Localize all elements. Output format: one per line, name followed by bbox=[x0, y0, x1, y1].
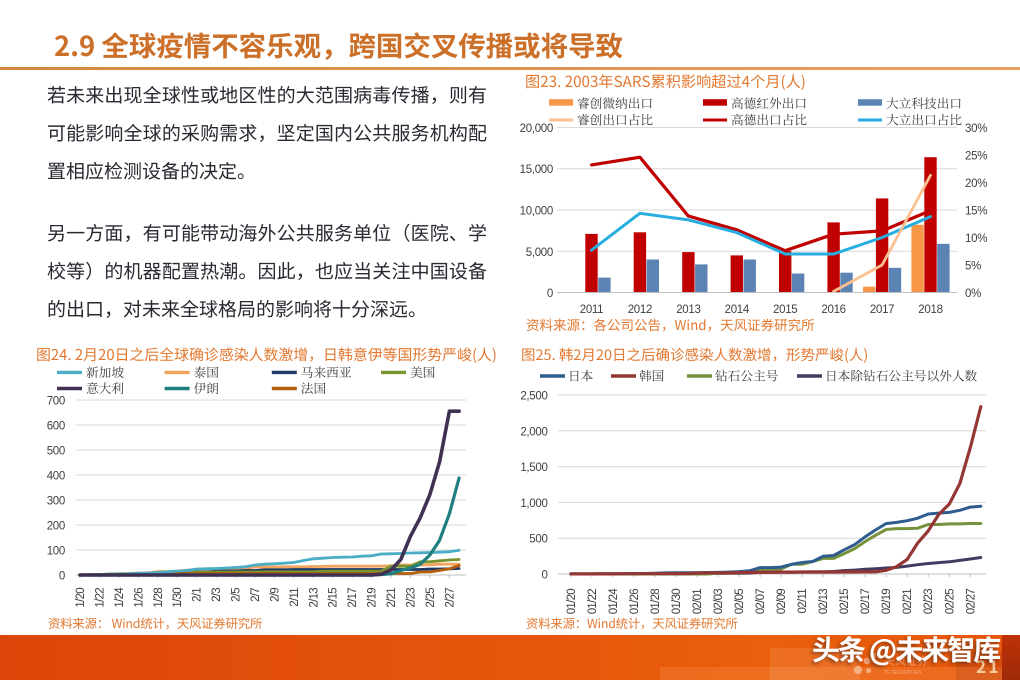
svg-text:0: 0 bbox=[547, 288, 553, 300]
svg-text:0: 0 bbox=[59, 571, 65, 583]
svg-text:法国: 法国 bbox=[301, 378, 326, 397]
svg-text:500: 500 bbox=[529, 534, 547, 546]
svg-text:500: 500 bbox=[47, 446, 65, 458]
svg-text:2/21: 2/21 bbox=[386, 588, 398, 608]
svg-text:25%: 25% bbox=[965, 151, 987, 163]
svg-text:2/17: 2/17 bbox=[347, 588, 359, 608]
svg-text:01/28: 01/28 bbox=[650, 589, 662, 615]
svg-text:2,000: 2,000 bbox=[520, 426, 547, 438]
svg-text:马来西亚: 马来西亚 bbox=[301, 362, 352, 381]
svg-text:01/26: 01/26 bbox=[629, 589, 641, 615]
svg-text:02/25: 02/25 bbox=[944, 589, 956, 615]
svg-text:高德出口占比: 高德出口占比 bbox=[731, 110, 807, 129]
svg-text:2/11: 2/11 bbox=[289, 588, 301, 607]
svg-text:2015: 2015 bbox=[773, 304, 797, 316]
svg-text:01/22: 01/22 bbox=[587, 589, 599, 615]
svg-text:钻石公主号: 钻石公主号 bbox=[715, 366, 779, 385]
svg-text:2016: 2016 bbox=[821, 304, 845, 316]
svg-text:大立科技出口: 大立科技出口 bbox=[886, 93, 962, 112]
svg-text:02/11: 02/11 bbox=[797, 589, 809, 614]
svg-text:700: 700 bbox=[47, 396, 65, 408]
svg-text:天风证券: 天风证券 bbox=[884, 653, 928, 669]
svg-text:1/22: 1/22 bbox=[94, 588, 106, 608]
svg-text:大立出口占比: 大立出口占比 bbox=[886, 110, 962, 129]
svg-text:1/28: 1/28 bbox=[153, 588, 165, 608]
svg-text:2/25: 2/25 bbox=[425, 588, 437, 608]
svg-text:日本: 日本 bbox=[568, 366, 594, 385]
svg-text:高德红外出口: 高德红外出口 bbox=[731, 93, 807, 112]
svg-text:02/13: 02/13 bbox=[818, 589, 830, 615]
svg-text:30%: 30% bbox=[965, 123, 987, 135]
svg-text:睿创出口占比: 睿创出口占比 bbox=[577, 110, 653, 129]
svg-text:02/23: 02/23 bbox=[923, 589, 935, 615]
svg-text:5,000: 5,000 bbox=[526, 247, 553, 259]
svg-text:2/9: 2/9 bbox=[269, 588, 281, 602]
svg-text:02/09: 02/09 bbox=[776, 589, 788, 615]
svg-text:02/01: 02/01 bbox=[692, 589, 704, 615]
svg-text:睿创微纳出口: 睿创微纳出口 bbox=[577, 93, 653, 112]
svg-text:02/05: 02/05 bbox=[734, 589, 746, 615]
svg-text:2/7: 2/7 bbox=[250, 588, 262, 602]
svg-text:1/24: 1/24 bbox=[114, 587, 126, 608]
svg-text:1,000: 1,000 bbox=[520, 498, 547, 510]
svg-text:韩国: 韩国 bbox=[639, 366, 664, 385]
svg-text:02/19: 02/19 bbox=[881, 589, 893, 615]
svg-text:2/27: 2/27 bbox=[444, 588, 456, 608]
svg-text:1/26: 1/26 bbox=[133, 588, 145, 608]
svg-text:0%: 0% bbox=[965, 288, 981, 300]
svg-text:2013: 2013 bbox=[676, 304, 700, 316]
svg-text:2/5: 2/5 bbox=[231, 588, 243, 602]
svg-text:15,000: 15,000 bbox=[520, 164, 553, 176]
svg-text:400: 400 bbox=[47, 471, 65, 483]
svg-text:200: 200 bbox=[47, 521, 65, 533]
svg-text:2012: 2012 bbox=[628, 304, 652, 316]
svg-text:100: 100 bbox=[47, 546, 65, 558]
svg-text:02/21: 02/21 bbox=[902, 589, 914, 615]
svg-text:泰国: 泰国 bbox=[194, 362, 219, 381]
svg-text:02/27: 02/27 bbox=[965, 589, 977, 615]
svg-text:0: 0 bbox=[541, 570, 547, 582]
svg-text:2014: 2014 bbox=[725, 304, 750, 316]
svg-text:2/13: 2/13 bbox=[308, 588, 320, 608]
svg-text:20,000: 20,000 bbox=[520, 123, 553, 135]
svg-text:2011: 2011 bbox=[580, 304, 604, 316]
svg-text:2/19: 2/19 bbox=[367, 588, 379, 608]
svg-text:1/20: 1/20 bbox=[75, 588, 87, 608]
svg-text:伊朗: 伊朗 bbox=[194, 378, 220, 397]
svg-text:600: 600 bbox=[47, 421, 65, 433]
svg-text:美国: 美国 bbox=[410, 362, 435, 381]
svg-text:10,000: 10,000 bbox=[520, 206, 553, 218]
svg-text:新加坡: 新加坡 bbox=[86, 362, 124, 381]
svg-text:02/03: 02/03 bbox=[713, 589, 725, 615]
svg-text:2/1: 2/1 bbox=[192, 588, 204, 602]
svg-text:20%: 20% bbox=[965, 178, 987, 190]
svg-text:02/15: 02/15 bbox=[839, 589, 851, 615]
svg-text:01/20: 01/20 bbox=[566, 589, 578, 615]
svg-text:1,500: 1,500 bbox=[520, 462, 547, 474]
svg-text:2/15: 2/15 bbox=[328, 588, 340, 608]
svg-text:10%: 10% bbox=[965, 233, 987, 245]
svg-text:2/3: 2/3 bbox=[211, 588, 223, 602]
svg-text:2018: 2018 bbox=[918, 304, 942, 316]
svg-text:5%: 5% bbox=[965, 261, 981, 273]
svg-text:2,500: 2,500 bbox=[520, 391, 547, 403]
svg-text:1/30: 1/30 bbox=[172, 588, 184, 608]
svg-text:02/07: 02/07 bbox=[755, 589, 767, 615]
svg-text:2017: 2017 bbox=[870, 304, 894, 316]
svg-text:300: 300 bbox=[47, 496, 65, 508]
svg-text:TF SECURITIES: TF SECURITIES bbox=[884, 670, 922, 676]
svg-text:02/17: 02/17 bbox=[860, 589, 872, 615]
svg-text:日本除钻石公主号以外人数: 日本除钻石公主号以外人数 bbox=[825, 366, 978, 385]
svg-text:2/23: 2/23 bbox=[406, 588, 418, 608]
svg-text:01/30: 01/30 bbox=[671, 589, 683, 615]
svg-text:意大利: 意大利 bbox=[86, 378, 124, 397]
svg-text:01/24: 01/24 bbox=[608, 588, 620, 615]
svg-text:15%: 15% bbox=[965, 206, 987, 218]
